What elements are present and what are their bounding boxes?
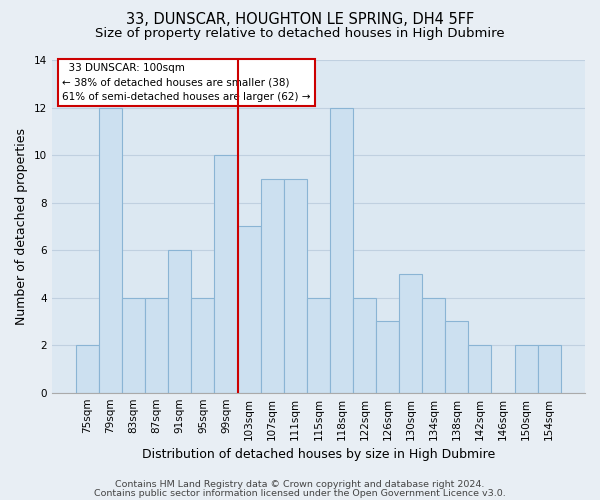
Bar <box>469 345 491 393</box>
Bar <box>76 345 99 393</box>
Bar <box>330 108 353 393</box>
Text: Contains HM Land Registry data © Crown copyright and database right 2024.: Contains HM Land Registry data © Crown c… <box>115 480 485 489</box>
Bar <box>260 179 284 392</box>
Bar <box>353 298 376 392</box>
Bar <box>376 322 399 392</box>
Text: 33, DUNSCAR, HOUGHTON LE SPRING, DH4 5FF: 33, DUNSCAR, HOUGHTON LE SPRING, DH4 5FF <box>126 12 474 28</box>
Bar <box>99 108 122 393</box>
Text: 33 DUNSCAR: 100sqm  
← 38% of detached houses are smaller (38)
61% of semi-detac: 33 DUNSCAR: 100sqm ← 38% of detached hou… <box>62 64 311 102</box>
Bar <box>145 298 168 392</box>
Bar <box>399 274 422 392</box>
Bar <box>307 298 330 392</box>
Bar <box>445 322 469 392</box>
Bar <box>538 345 561 393</box>
Y-axis label: Number of detached properties: Number of detached properties <box>15 128 28 325</box>
Bar <box>422 298 445 392</box>
Text: Contains public sector information licensed under the Open Government Licence v3: Contains public sector information licen… <box>94 488 506 498</box>
Bar <box>168 250 191 392</box>
Text: Size of property relative to detached houses in High Dubmire: Size of property relative to detached ho… <box>95 28 505 40</box>
X-axis label: Distribution of detached houses by size in High Dubmire: Distribution of detached houses by size … <box>142 448 495 461</box>
Bar <box>515 345 538 393</box>
Bar <box>238 226 260 392</box>
Bar <box>191 298 214 392</box>
Bar <box>284 179 307 392</box>
Bar <box>214 155 238 392</box>
Bar <box>122 298 145 392</box>
